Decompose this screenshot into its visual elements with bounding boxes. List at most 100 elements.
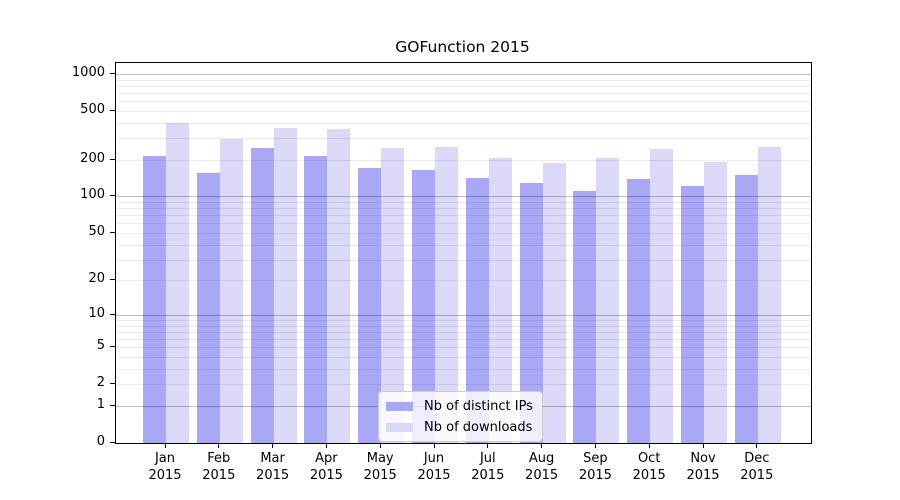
gridline-800 <box>116 85 811 87</box>
gridline-700 <box>116 93 811 94</box>
y-tick-label-1000: 1000 <box>71 64 105 80</box>
x-tick-year: 2015 <box>632 467 666 483</box>
x-tick-mark-jan <box>164 443 166 448</box>
x-tick-month: Jul <box>479 451 496 466</box>
y-tick-mark-2 <box>110 383 116 385</box>
y-tick-label-0: 0 <box>96 434 105 449</box>
chart-title: GOFunction 2015 <box>395 38 530 56</box>
legend-swatch-downloads <box>386 422 413 432</box>
bar-distinct-ips-jan <box>143 156 166 443</box>
gridline-1000 <box>116 73 811 75</box>
x-tick-mark-oct <box>648 443 650 448</box>
gridline-60 <box>116 223 811 225</box>
gridline-200 <box>116 159 811 161</box>
x-tick-label-apr: Apr 2015 <box>298 451 354 484</box>
bar-downloads-jun <box>435 146 458 443</box>
y-tick-mark-5 <box>110 346 116 348</box>
gridline-10 <box>116 314 811 316</box>
y-tick-mark-500 <box>110 109 116 111</box>
y-tick-label-5: 5 <box>96 338 105 354</box>
x-tick-year: 2015 <box>686 467 720 483</box>
x-tick-year: 2015 <box>740 467 774 483</box>
legend-row-downloads: Nb of downloads <box>386 418 533 436</box>
gridline-6 <box>116 339 811 340</box>
gridline-100 <box>116 196 811 198</box>
gridline-900 <box>116 79 811 81</box>
bar-downloads-mar <box>273 127 297 443</box>
bar-distinct-ips-jun <box>412 169 435 443</box>
x-tick-month: Nov <box>690 451 716 466</box>
bar-downloads-dec <box>757 147 781 443</box>
x-tick-month: Jan <box>154 451 176 466</box>
y-tick-label-10: 10 <box>88 305 105 321</box>
gridline-500 <box>116 110 811 112</box>
bar-downloads-may <box>381 148 405 443</box>
y-tick-label-100: 100 <box>80 187 105 203</box>
x-tick-month: Aug <box>528 451 555 466</box>
x-tick-label-nov: Nov 2015 <box>675 451 731 484</box>
y-tick-mark-0 <box>110 442 116 443</box>
gridline-300 <box>116 138 811 140</box>
bar-distinct-ips-mar <box>250 148 274 443</box>
y-tick-mark-10 <box>110 313 116 315</box>
x-tick-month: May <box>366 451 394 466</box>
bar-distinct-ips-oct <box>627 178 651 443</box>
gridline-4 <box>116 357 811 358</box>
x-tick-label-sep: Sep 2015 <box>567 451 623 484</box>
bar-distinct-ips-nov <box>681 185 704 443</box>
gridline-30 <box>116 259 811 261</box>
x-tick-mark-jul <box>487 443 489 448</box>
y-tick-label-20: 20 <box>88 271 105 287</box>
legend-label-downloads: Nb of downloads <box>424 419 533 435</box>
bar-downloads-aug <box>542 162 566 443</box>
x-tick-mark-may <box>379 443 381 448</box>
x-tick-month: Apr <box>315 451 338 466</box>
x-tick-year: 2015 <box>202 467 236 483</box>
bar-distinct-ips-dec <box>734 175 758 443</box>
x-tick-year: 2015 <box>471 467 505 483</box>
x-tick-label-may: May 2015 <box>352 451 408 484</box>
x-tick-year: 2015 <box>525 467 559 483</box>
x-tick-year: 2015 <box>148 467 182 483</box>
bar-distinct-ips-jul <box>465 177 489 443</box>
gridline-50 <box>116 233 811 234</box>
gridline-8 <box>116 325 811 327</box>
x-tick-month: Mar <box>260 451 285 466</box>
x-tick-mark-sep <box>594 443 596 448</box>
bar-downloads-jan <box>166 123 189 443</box>
y-tick-label-2: 2 <box>96 375 105 391</box>
x-tick-year: 2015 <box>417 467 451 483</box>
y-tick-mark-50 <box>110 232 116 233</box>
x-tick-label-jan: Jan 2015 <box>137 451 193 484</box>
x-tick-mark-feb <box>218 443 220 448</box>
gridline-2 <box>116 384 811 386</box>
legend: Nb of distinct IPs Nb of downloads <box>378 391 543 442</box>
y-tick-mark-200 <box>110 158 116 160</box>
gridline-600 <box>116 101 811 103</box>
gridline-40 <box>116 244 811 246</box>
legend-swatch-distinct-ips <box>386 401 413 411</box>
bar-downloads-oct <box>650 148 674 443</box>
gridline-90 <box>116 202 811 203</box>
plot-area <box>115 62 812 444</box>
x-tick-label-dec: Dec 2015 <box>729 451 785 484</box>
y-tick-mark-1 <box>110 405 116 406</box>
gridline-9 <box>116 320 811 321</box>
x-tick-year: 2015 <box>363 467 397 483</box>
x-tick-year: 2015 <box>256 467 290 483</box>
bar-downloads-apr <box>327 129 351 443</box>
gridline-5 <box>116 347 811 349</box>
x-tick-mark-nov <box>702 443 704 448</box>
legend-row-distinct-ips: Nb of distinct IPs <box>386 397 533 415</box>
x-tick-mark-dec <box>756 443 758 448</box>
gridline-400 <box>116 122 811 124</box>
bar-distinct-ips-sep <box>573 191 597 443</box>
x-tick-label-feb: Feb 2015 <box>191 451 247 484</box>
bar-downloads-feb <box>219 139 243 443</box>
x-tick-label-jun: Jun 2015 <box>406 451 462 484</box>
x-tick-mark-mar <box>272 443 274 448</box>
bar-distinct-ips-apr <box>304 156 328 443</box>
y-tick-label-50: 50 <box>88 224 105 239</box>
x-tick-mark-apr <box>325 443 327 448</box>
